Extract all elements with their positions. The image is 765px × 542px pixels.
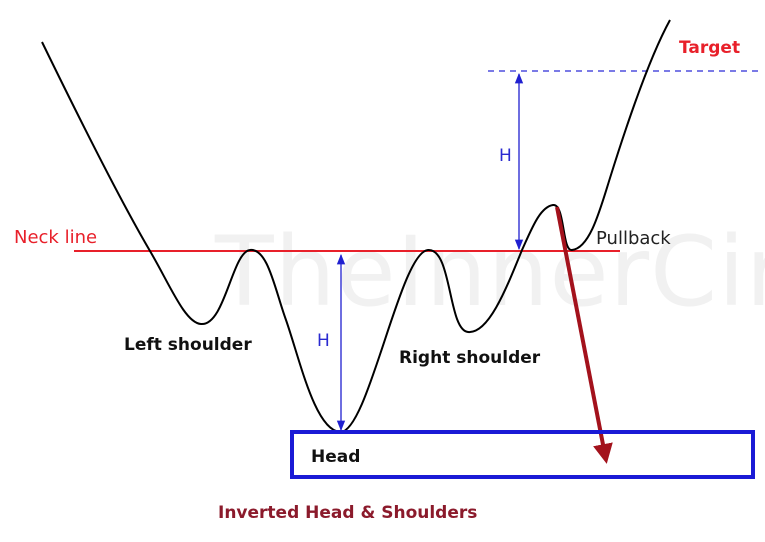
watermark-text: TheInnerCircle — [214, 216, 765, 328]
pullback-label: Pullback — [596, 228, 671, 249]
price-curve — [41, 19, 671, 434]
head-height-label: H — [317, 331, 330, 351]
left-shoulder-label: Left shoulder — [124, 335, 252, 355]
right-shoulder-label: Right shoulder — [399, 348, 541, 368]
head-box — [290, 430, 755, 479]
target-height-label: H — [499, 146, 512, 166]
target-label: Target — [679, 38, 740, 58]
diagram-caption: Inverted Head & Shoulders — [218, 503, 477, 523]
head-label: Head — [311, 447, 360, 467]
neck-line-label: Neck line — [14, 227, 97, 248]
pullback-arrow — [555, 206, 613, 464]
